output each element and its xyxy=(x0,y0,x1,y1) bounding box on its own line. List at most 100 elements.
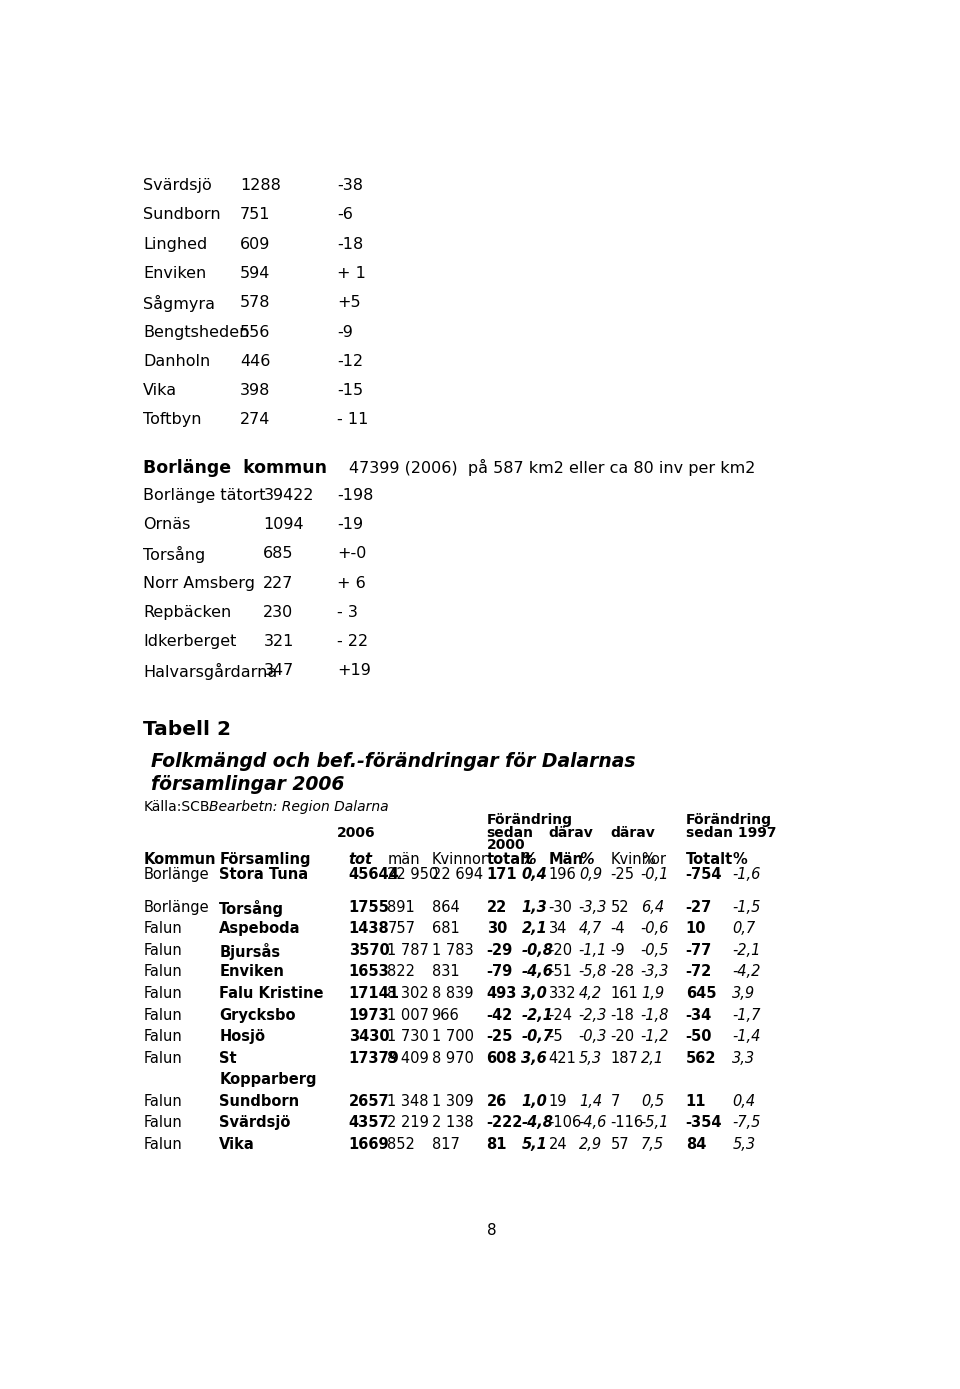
Text: 1,0: 1,0 xyxy=(521,1093,547,1108)
Text: -28: -28 xyxy=(611,964,635,979)
Text: 45644: 45644 xyxy=(348,867,399,882)
Text: Falun: Falun xyxy=(143,1115,182,1131)
Text: -0,7: -0,7 xyxy=(521,1029,553,1045)
Text: 11: 11 xyxy=(685,1093,707,1108)
Text: 4,7: 4,7 xyxy=(579,921,602,936)
Text: 161: 161 xyxy=(611,986,638,1001)
Text: 5,1: 5,1 xyxy=(521,1136,547,1151)
Text: -9: -9 xyxy=(611,943,625,958)
Text: 0,9: 0,9 xyxy=(579,867,602,882)
Text: 0,5: 0,5 xyxy=(641,1093,664,1108)
Text: -106: -106 xyxy=(548,1115,582,1131)
Text: 1 348: 1 348 xyxy=(388,1093,429,1108)
Text: Folkmängd och bef.-förändringar för Dalarnas: Folkmängd och bef.-förändringar för Dala… xyxy=(151,751,636,771)
Text: Borlänge: Borlänge xyxy=(143,867,209,882)
Text: 1669: 1669 xyxy=(348,1136,389,1151)
Text: Falun: Falun xyxy=(143,986,182,1001)
Text: 685: 685 xyxy=(263,546,294,561)
Text: -1,6: -1,6 xyxy=(732,867,760,882)
Text: -1,5: -1,5 xyxy=(732,900,760,915)
Text: St: St xyxy=(219,1050,237,1065)
Text: %: % xyxy=(732,851,747,867)
Text: -30: -30 xyxy=(548,900,572,915)
Text: Hosjö: Hosjö xyxy=(219,1029,265,1045)
Text: Vika: Vika xyxy=(143,383,178,399)
Text: 864: 864 xyxy=(432,900,459,915)
Text: 26: 26 xyxy=(487,1093,507,1108)
Text: 1,3: 1,3 xyxy=(521,900,547,915)
Text: -24: -24 xyxy=(548,1007,572,1022)
Text: Grycksbo: Grycksbo xyxy=(219,1007,296,1022)
Text: 3,9: 3,9 xyxy=(732,986,756,1001)
Text: 1973: 1973 xyxy=(348,1007,389,1022)
Text: -1,2: -1,2 xyxy=(641,1029,669,1045)
Text: Norr Amsberg: Norr Amsberg xyxy=(143,575,255,590)
Text: 1,4: 1,4 xyxy=(579,1093,602,1108)
Text: Falun: Falun xyxy=(143,1050,182,1065)
Text: -72: -72 xyxy=(685,964,712,979)
Text: Falu Kristine: Falu Kristine xyxy=(219,986,324,1001)
Text: 1,9: 1,9 xyxy=(641,986,664,1001)
Text: 831: 831 xyxy=(432,964,459,979)
Text: 421: 421 xyxy=(548,1050,576,1065)
Text: 398: 398 xyxy=(240,383,271,399)
Text: 2 219: 2 219 xyxy=(388,1115,429,1131)
Text: 3,3: 3,3 xyxy=(732,1050,756,1065)
Text: -29: -29 xyxy=(487,943,513,958)
Text: Falun: Falun xyxy=(143,1007,182,1022)
Text: 7,5: 7,5 xyxy=(641,1136,664,1151)
Text: män: män xyxy=(388,851,420,867)
Text: 7: 7 xyxy=(611,1093,620,1108)
Text: 17141: 17141 xyxy=(348,986,399,1001)
Text: -9: -9 xyxy=(337,325,353,339)
Text: 2 138: 2 138 xyxy=(432,1115,473,1131)
Text: 817: 817 xyxy=(432,1136,460,1151)
Text: 22 950: 22 950 xyxy=(388,867,439,882)
Text: församlingar 2006: församlingar 2006 xyxy=(151,775,345,795)
Text: Sågmyra: Sågmyra xyxy=(143,296,215,313)
Text: -1,1: -1,1 xyxy=(579,943,607,958)
Text: -20: -20 xyxy=(611,1029,635,1045)
Text: Svärdsjö: Svärdsjö xyxy=(143,178,212,193)
Text: Aspeboda: Aspeboda xyxy=(219,921,300,936)
Text: -1,4: -1,4 xyxy=(732,1029,760,1045)
Text: -15: -15 xyxy=(337,383,363,399)
Text: 4357: 4357 xyxy=(348,1115,389,1131)
Text: 227: 227 xyxy=(263,575,294,590)
Text: Kopparberg: Kopparberg xyxy=(219,1072,317,1088)
Text: -2,3: -2,3 xyxy=(579,1007,607,1022)
Text: 47399 (2006)  på 587 km2 eller ca 80 inv per km2: 47399 (2006) på 587 km2 eller ca 80 inv … xyxy=(348,458,755,475)
Text: Sundborn: Sundborn xyxy=(143,207,221,222)
Text: sedan 1997: sedan 1997 xyxy=(685,826,777,840)
Text: 562: 562 xyxy=(685,1050,716,1065)
Text: Falun: Falun xyxy=(143,1029,182,1045)
Text: +5: +5 xyxy=(337,296,361,310)
Text: 609: 609 xyxy=(240,236,271,251)
Text: 8 302: 8 302 xyxy=(388,986,429,1001)
Text: - 3: - 3 xyxy=(337,604,358,619)
Text: -3,3: -3,3 xyxy=(579,900,607,915)
Text: Torsång: Torsång xyxy=(219,900,284,917)
Text: Borlänge  kommun: Borlänge kommun xyxy=(143,458,327,476)
Text: Stora Tuna: Stora Tuna xyxy=(219,867,308,882)
Text: 608: 608 xyxy=(487,1050,517,1065)
Text: -27: -27 xyxy=(685,900,712,915)
Text: 1 309: 1 309 xyxy=(432,1093,473,1108)
Text: -198: -198 xyxy=(337,488,373,503)
Text: 1 783: 1 783 xyxy=(432,943,473,958)
Text: -1,8: -1,8 xyxy=(641,1007,669,1022)
Text: 1653: 1653 xyxy=(348,964,390,979)
Text: -51: -51 xyxy=(548,964,572,979)
Text: Falun: Falun xyxy=(143,1136,182,1151)
Text: 1288: 1288 xyxy=(240,178,281,193)
Text: 3430: 3430 xyxy=(348,1029,389,1045)
Text: Falun: Falun xyxy=(143,921,182,936)
Text: tot: tot xyxy=(348,851,372,867)
Text: 891: 891 xyxy=(388,900,415,915)
Text: 39422: 39422 xyxy=(263,488,314,503)
Text: -116: -116 xyxy=(611,1115,644,1131)
Text: 2,1: 2,1 xyxy=(521,921,547,936)
Text: -20: -20 xyxy=(548,943,573,958)
Text: -18: -18 xyxy=(611,1007,635,1022)
Text: -3,3: -3,3 xyxy=(641,964,669,979)
